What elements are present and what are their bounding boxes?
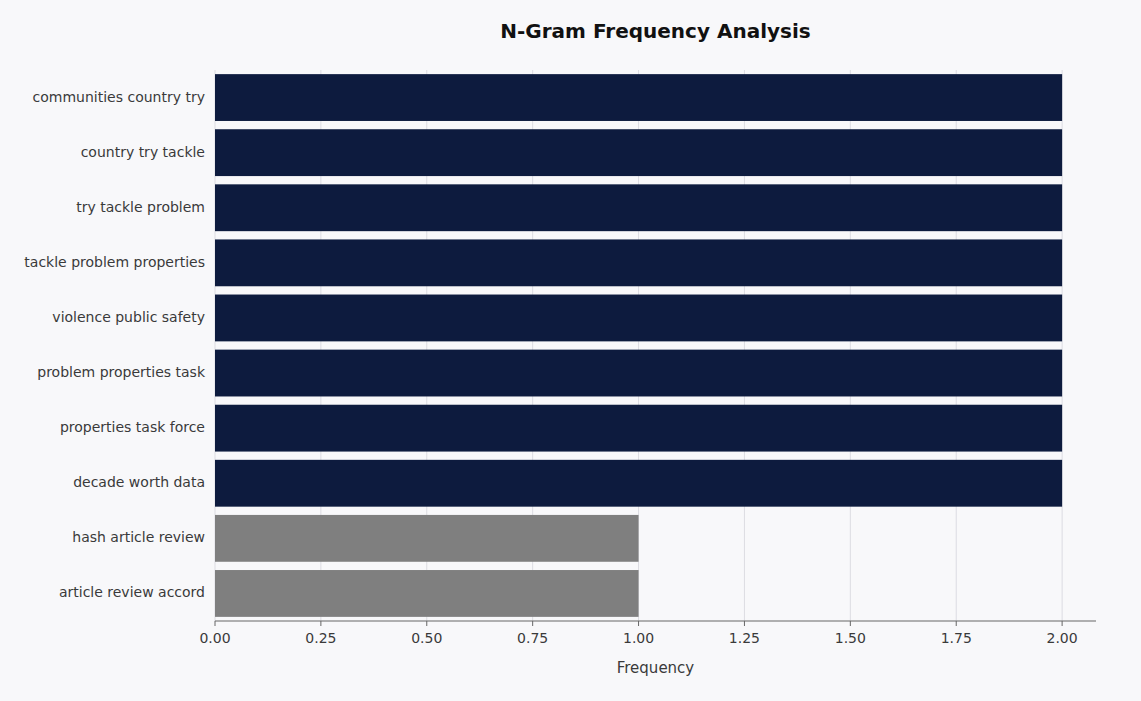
- tick-label: 1.00: [623, 630, 654, 646]
- x-axis-label: Frequency: [617, 659, 695, 677]
- tick-mark: [744, 621, 745, 626]
- bar: [215, 460, 1062, 507]
- bar: [215, 350, 1062, 397]
- bar: [215, 74, 1062, 121]
- category-label: problem properties task: [37, 364, 206, 380]
- y-ticks: article review accord hash article review…: [24, 89, 206, 601]
- tick-label: 1.75: [941, 630, 972, 646]
- category-label: tackle problem properties: [24, 254, 205, 270]
- bar: [215, 405, 1062, 452]
- page: {"chart_data": {"type": "bar", "orientat…: [0, 0, 1141, 701]
- x-ticks: 0.00 0.25 0.50 0.75 1.00 1.25 1.50 1.75 2.00: [199, 621, 1077, 646]
- tick-mark: [426, 621, 427, 626]
- tick-label: 0.25: [305, 630, 336, 646]
- chart: N-Gram Frequency Analysis 0.00 0.25 0.50 0.7…: [0, 0, 1141, 701]
- bar: [215, 570, 639, 617]
- category-label: country try tackle: [81, 144, 205, 160]
- title: N-Gram Frequency Analysis: [500, 19, 810, 43]
- tick-mark: [532, 621, 533, 626]
- tick-label: 2.00: [1047, 630, 1078, 646]
- tick-label: 1.25: [729, 630, 760, 646]
- category-label: hash article review: [72, 529, 205, 545]
- x-axis-line: [215, 621, 1096, 622]
- category-label: violence public safety: [52, 309, 205, 325]
- tick-mark: [215, 621, 216, 626]
- tick-mark: [1062, 621, 1063, 626]
- category-label: communities country try: [33, 89, 205, 105]
- bar: [215, 295, 1062, 342]
- bar: [215, 129, 1062, 176]
- category-label: try tackle problem: [76, 199, 205, 215]
- tick-mark: [850, 621, 851, 626]
- category-label: properties task force: [60, 419, 205, 435]
- tick-mark: [956, 621, 957, 626]
- bar: [215, 515, 639, 562]
- tick-mark: [320, 621, 321, 626]
- tick-label: 1.50: [835, 630, 866, 646]
- grid: [215, 70, 1062, 621]
- tick-mark: [638, 621, 639, 626]
- category-label: decade worth data: [73, 474, 205, 490]
- bars: [215, 74, 1062, 617]
- background: [0, 0, 1141, 701]
- bar: [215, 184, 1062, 231]
- tick-label: 0.50: [411, 630, 442, 646]
- tick-label: 0.00: [199, 630, 230, 646]
- category-label: article review accord: [59, 584, 205, 600]
- bar: [215, 239, 1062, 286]
- tick-label: 0.75: [517, 630, 548, 646]
